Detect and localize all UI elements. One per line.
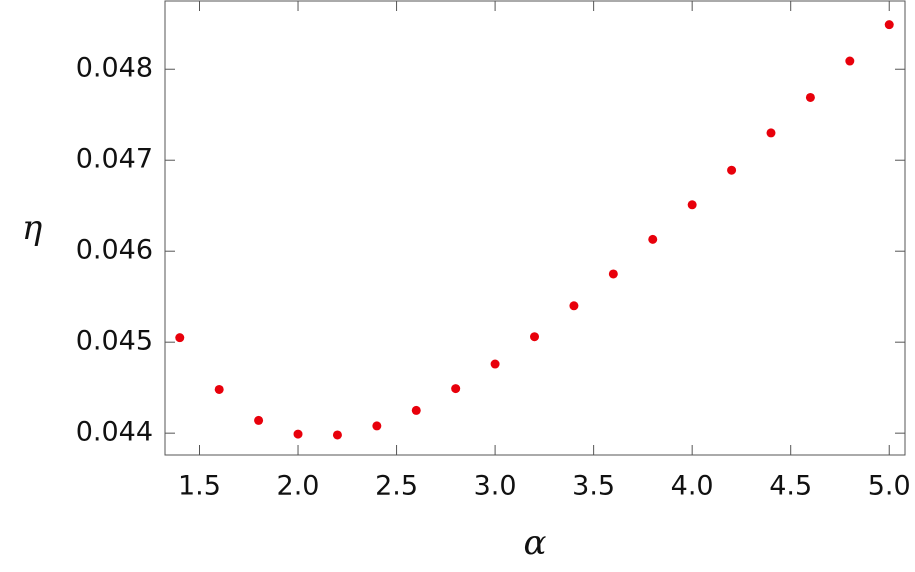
point [569,301,579,311]
point [727,165,737,175]
point [766,128,776,138]
x-tick-label: 2.5 [375,471,418,502]
x-tick-label: 4.5 [769,471,812,502]
point [411,405,421,415]
point [372,421,382,431]
x-tick-label: 5.0 [868,471,911,502]
x-axis-label: α [524,523,547,563]
y-tick-label: 0.047 [76,144,153,175]
x-tick-label: 3.0 [474,471,517,502]
point [175,333,185,343]
x-tick-label: 2.0 [277,471,320,502]
point [805,92,815,102]
y-tick-label: 0.045 [76,326,153,357]
point [884,20,894,30]
y-tick-label: 0.044 [76,417,153,448]
plot-frame [164,0,906,456]
x-tick-label: 3.5 [572,471,615,502]
point [687,200,697,210]
y-axis-label: η [22,208,43,248]
point [214,384,224,394]
point [332,430,342,440]
point [293,429,303,439]
y-tick-label: 0.046 [76,235,153,266]
x-tick-label: 1.5 [178,471,221,502]
point [254,415,264,425]
point [608,269,618,279]
point [490,359,500,369]
x-tick-label: 4.0 [671,471,714,502]
point [845,56,855,66]
point [451,384,461,394]
y-tick-label: 0.048 [76,53,153,84]
point [648,234,658,244]
point [530,332,540,342]
